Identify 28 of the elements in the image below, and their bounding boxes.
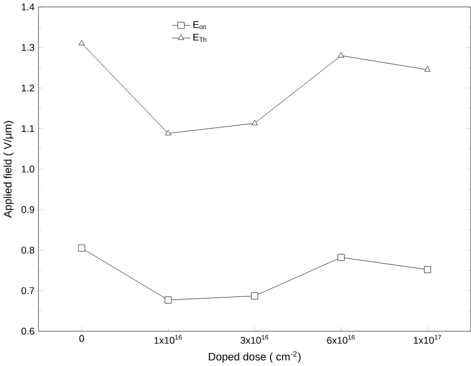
- y-tick-label: 0.7: [21, 287, 34, 294]
- y-tick-label: 1.2: [22, 84, 34, 92]
- y-tick-label: 1.3: [22, 44, 34, 51]
- y-tick-label: 0.8: [21, 246, 34, 254]
- point: [164, 296, 172, 304]
- point: [338, 254, 345, 261]
- legend-label: E$_{Th}$: [193, 34, 206, 42]
- x-tick-label: 3x10$^{16}$: [240, 334, 268, 344]
- point: [424, 66, 431, 72]
- point: [78, 40, 85, 46]
- point: [424, 266, 432, 273]
- y-tick-label: 1.1: [22, 125, 34, 132]
- legend-label: E$_{on}$: [193, 21, 206, 29]
- y-tick-label: 0.6: [21, 328, 34, 335]
- point: [78, 244, 86, 252]
- y-tick-label: 1.0: [22, 166, 34, 172]
- point: [252, 120, 258, 125]
- y-tick-label: 0.9: [21, 206, 34, 213]
- x-tick-label: 1x10$^{16}$: [154, 334, 182, 344]
- point: [251, 292, 258, 300]
- point: [165, 130, 172, 136]
- point: [338, 52, 344, 58]
- x-tick-label: 1x10$^{17}$: [414, 334, 442, 344]
- y-axis-title: Applied field ( V/μm): [4, 120, 14, 218]
- x-tick-label: 6x10$^{16}$: [327, 334, 355, 344]
- y-tick-label: 1.4: [22, 3, 34, 10]
- x-tick-label: 0: [79, 334, 84, 342]
- x-axis-title: Doped dose ( cm$^{-2}$): [208, 351, 301, 363]
